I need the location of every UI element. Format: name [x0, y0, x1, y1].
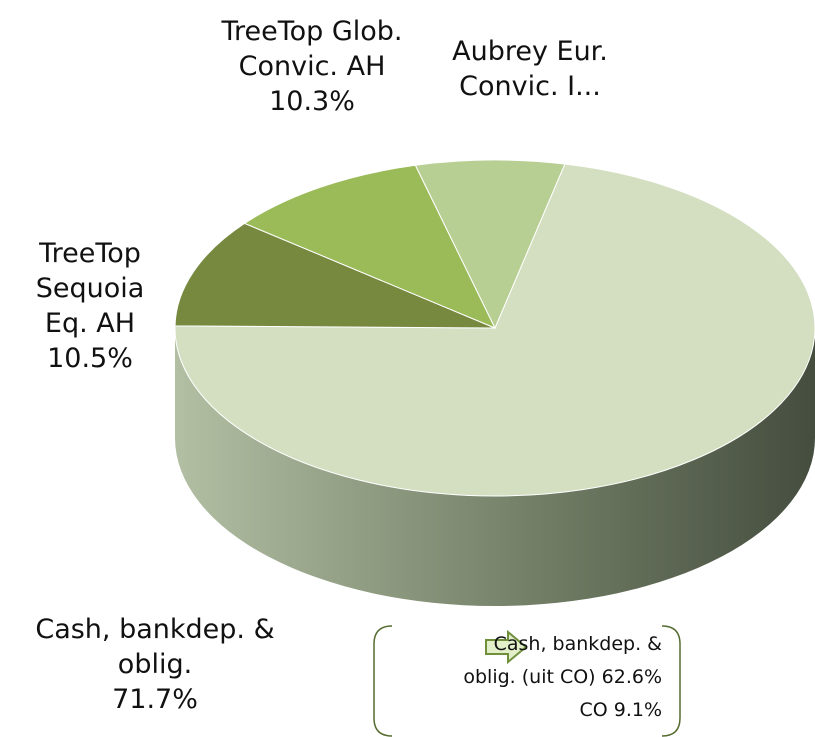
- annotation-line: oblig. (uit CO) 62.6%: [463, 666, 662, 688]
- slice-label: Cash, bankdep. & oblig. 71.7%: [25, 612, 285, 717]
- bracket-right: [661, 625, 681, 737]
- annotation-line: CO 9.1%: [579, 699, 662, 721]
- slice-label: TreeTop Glob. Convic. AH 10.3%: [192, 14, 432, 119]
- pie-slice: [414, 159, 566, 330]
- pie-slice: [243, 164, 497, 329]
- bracket-left: [373, 625, 393, 737]
- arrow: [485, 629, 528, 665]
- value-label: 10.3%: [269, 86, 355, 117]
- value-label: 71.7%: [112, 684, 198, 715]
- slice-label: Aubrey Eur. Convic. I...: [420, 34, 640, 104]
- slice-label: TreeTop Sequoia Eq. AH 10.5%: [20, 236, 160, 376]
- category-name: Cash, bankdep. & oblig.: [35, 614, 275, 680]
- category-name: Aubrey Eur. Convic. I...: [452, 36, 608, 102]
- value-label: 10.5%: [47, 343, 133, 374]
- category-name: TreeTop Sequoia Eq. AH: [35, 238, 145, 339]
- pie-slice: [174, 222, 496, 329]
- pie-side: [175, 328, 815, 606]
- category-name: TreeTop Glob. Convic. AH: [221, 16, 403, 82]
- annotation-line: Cash, bankdep. &: [493, 633, 662, 655]
- pie-slice: [174, 163, 815, 497]
